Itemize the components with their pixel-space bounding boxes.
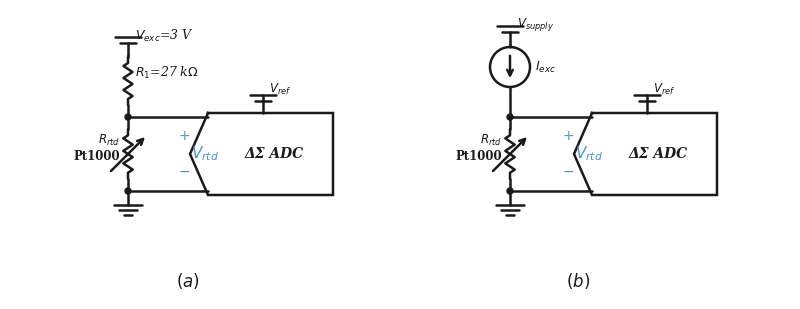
Text: +: + <box>562 129 574 143</box>
Circle shape <box>125 188 131 194</box>
Text: ΔΣ ADC: ΔΣ ADC <box>629 147 688 161</box>
Text: $\mathbf{\mathit{(b)}}$: $\mathbf{\mathit{(b)}}$ <box>566 271 590 291</box>
Text: −: − <box>178 165 190 179</box>
Text: $R_1$=27 k$\Omega$: $R_1$=27 k$\Omega$ <box>135 65 198 81</box>
Text: $V_{ref}$: $V_{ref}$ <box>269 82 291 96</box>
Text: Pt1000: Pt1000 <box>74 150 120 163</box>
Text: Pt1000: Pt1000 <box>455 150 502 163</box>
Text: $R_{rtd}$: $R_{rtd}$ <box>480 133 502 148</box>
Text: $V_{rtd}$: $V_{rtd}$ <box>575 145 603 163</box>
Text: +: + <box>178 129 190 143</box>
Text: $V_{ref}$: $V_{ref}$ <box>653 82 675 96</box>
Circle shape <box>507 114 513 120</box>
Circle shape <box>507 188 513 194</box>
Text: $R_{rtd}$: $R_{rtd}$ <box>98 133 120 148</box>
Text: $V_{exc}$=3 V: $V_{exc}$=3 V <box>135 28 194 44</box>
Text: $I_{exc}$: $I_{exc}$ <box>535 59 556 74</box>
Text: ΔΣ ADC: ΔΣ ADC <box>245 147 304 161</box>
Text: $V_{rtd}$: $V_{rtd}$ <box>191 145 219 163</box>
Text: $V_{supply}$: $V_{supply}$ <box>517 16 554 33</box>
Text: $\mathbf{\mathit{(a)}}$: $\mathbf{\mathit{(a)}}$ <box>176 271 200 291</box>
Text: −: − <box>562 165 574 179</box>
Circle shape <box>125 114 131 120</box>
